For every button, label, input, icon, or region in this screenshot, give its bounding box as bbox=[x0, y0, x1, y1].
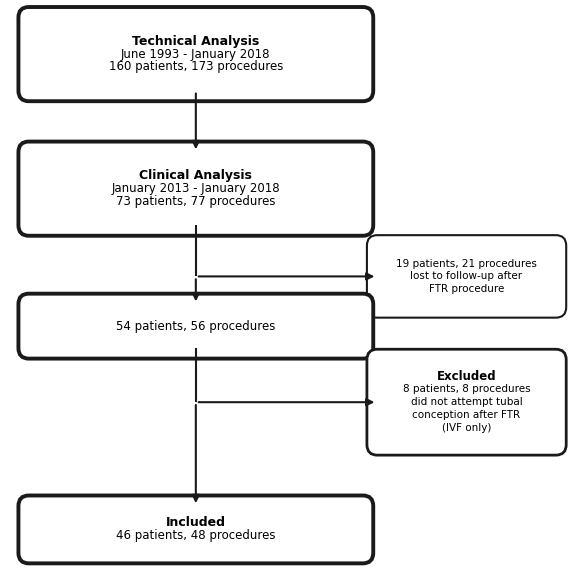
Text: 19 patients, 21 procedures: 19 patients, 21 procedures bbox=[396, 259, 537, 269]
FancyBboxPatch shape bbox=[18, 495, 373, 563]
Text: conception after FTR: conception after FTR bbox=[412, 410, 521, 420]
Text: 8 patients, 8 procedures: 8 patients, 8 procedures bbox=[403, 384, 530, 394]
FancyBboxPatch shape bbox=[18, 7, 373, 101]
Text: 46 patients, 48 procedures: 46 patients, 48 procedures bbox=[116, 529, 275, 542]
Text: Technical Analysis: Technical Analysis bbox=[132, 35, 259, 48]
Text: 160 patients, 173 procedures: 160 patients, 173 procedures bbox=[109, 60, 283, 74]
Text: 54 patients, 56 procedures: 54 patients, 56 procedures bbox=[116, 319, 275, 333]
Text: 73 patients, 77 procedures: 73 patients, 77 procedures bbox=[116, 195, 275, 208]
Text: Clinical Analysis: Clinical Analysis bbox=[139, 169, 252, 183]
Text: (IVF only): (IVF only) bbox=[442, 423, 491, 433]
Text: did not attempt tubal: did not attempt tubal bbox=[411, 397, 522, 407]
FancyBboxPatch shape bbox=[18, 294, 373, 359]
FancyBboxPatch shape bbox=[18, 142, 373, 236]
Text: Included: Included bbox=[166, 517, 226, 529]
Text: January 2013 - January 2018: January 2013 - January 2018 bbox=[112, 182, 280, 195]
Text: June 1993 - January 2018: June 1993 - January 2018 bbox=[121, 47, 271, 61]
Text: FTR procedure: FTR procedure bbox=[429, 284, 504, 294]
Text: lost to follow-up after: lost to follow-up after bbox=[411, 271, 522, 281]
FancyBboxPatch shape bbox=[367, 349, 566, 455]
Text: Excluded: Excluded bbox=[437, 370, 497, 383]
FancyBboxPatch shape bbox=[367, 235, 566, 318]
